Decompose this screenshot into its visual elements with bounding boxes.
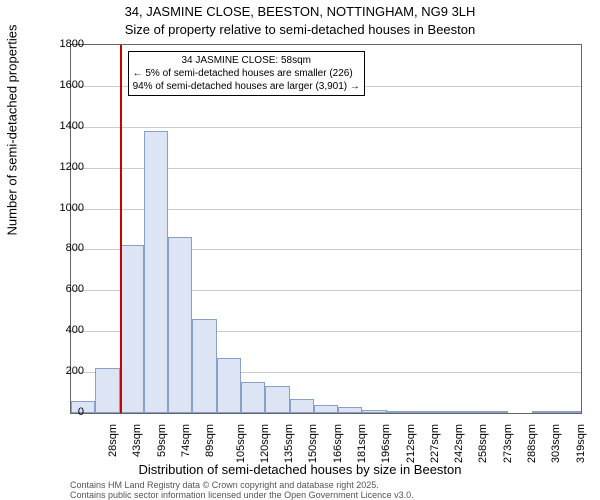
x-axis-title: Distribution of semi-detached houses by …: [0, 462, 600, 477]
histogram-bar: [192, 319, 216, 413]
x-tick-label: 74sqm: [180, 424, 192, 457]
x-tick-label: 181sqm: [356, 424, 368, 463]
x-tick-label: 105sqm: [235, 424, 247, 463]
x-tick-label: 227sqm: [429, 424, 441, 463]
footer-line-1: Contains HM Land Registry data © Crown c…: [70, 480, 379, 490]
grid-line: [71, 127, 581, 128]
chart-container: 34, JASMINE CLOSE, BEESTON, NOTTINGHAM, …: [0, 0, 600, 500]
x-tick-label: 196sqm: [380, 424, 392, 463]
annotation-line: ← 5% of semi-detached houses are smaller…: [133, 67, 360, 80]
histogram-bar: [290, 399, 314, 413]
x-tick-label: 166sqm: [332, 424, 344, 463]
x-tick-label: 135sqm: [283, 424, 295, 463]
y-tick-label: 800: [44, 242, 84, 254]
histogram-bar: [435, 411, 459, 413]
histogram-bar: [120, 245, 144, 413]
x-tick-label: 28sqm: [107, 424, 119, 457]
x-tick-label: 258sqm: [478, 424, 490, 463]
x-tick-label: 273sqm: [502, 424, 514, 463]
x-tick-label: 319sqm: [575, 424, 587, 463]
histogram-bar: [557, 411, 581, 413]
x-tick-label: 89sqm: [204, 424, 216, 457]
y-tick-label: 1200: [44, 161, 84, 173]
histogram-bar: [338, 407, 362, 413]
plot-area: 34 JASMINE CLOSE: 58sqm← 5% of semi-deta…: [70, 44, 582, 414]
y-tick-label: 200: [44, 365, 84, 377]
reference-line: [120, 45, 122, 413]
y-tick-label: 1000: [44, 202, 84, 214]
x-tick-label: 303sqm: [550, 424, 562, 463]
annotation-line: 94% of semi-detached houses are larger (…: [133, 80, 360, 93]
footer-line-2: Contains public sector information licen…: [70, 490, 414, 500]
histogram-bar: [265, 386, 289, 413]
y-tick-label: 400: [44, 324, 84, 336]
x-tick-label: 120sqm: [259, 424, 271, 463]
histogram-bar: [484, 411, 508, 413]
histogram-bar: [217, 358, 241, 413]
x-tick-label: 43sqm: [131, 424, 143, 457]
histogram-bar: [387, 411, 411, 413]
histogram-bar: [241, 382, 265, 413]
histogram-bar: [168, 237, 192, 413]
y-tick-label: 0: [44, 406, 84, 418]
histogram-bar: [314, 405, 338, 413]
histogram-bar: [460, 411, 484, 413]
x-tick-label: 150sqm: [308, 424, 320, 463]
histogram-bar: [362, 410, 386, 413]
histogram-bar: [411, 411, 435, 413]
y-tick-label: 1400: [44, 120, 84, 132]
x-tick-label: 59sqm: [156, 424, 168, 457]
y-tick-label: 1800: [44, 38, 84, 50]
histogram-bar: [95, 368, 119, 413]
x-tick-label: 288sqm: [526, 424, 538, 463]
chart-title-sub: Size of property relative to semi-detach…: [0, 22, 600, 37]
y-tick-label: 600: [44, 283, 84, 295]
histogram-bar: [532, 411, 556, 413]
x-tick-label: 212sqm: [405, 424, 417, 463]
annotation-line: 34 JASMINE CLOSE: 58sqm: [133, 54, 360, 67]
y-axis-title: Number of semi-detached properties: [5, 25, 20, 236]
histogram-bar: [144, 131, 168, 413]
chart-title-main: 34, JASMINE CLOSE, BEESTON, NOTTINGHAM, …: [0, 4, 600, 19]
x-tick-label: 242sqm: [453, 424, 465, 463]
annotation-box: 34 JASMINE CLOSE: 58sqm← 5% of semi-deta…: [128, 51, 365, 96]
y-tick-label: 1600: [44, 79, 84, 91]
